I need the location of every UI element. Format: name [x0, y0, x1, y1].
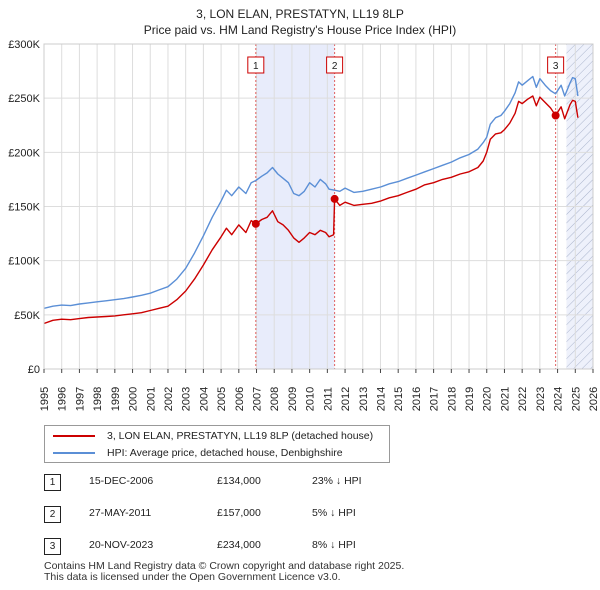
x-tick-label: 2014 — [375, 387, 387, 411]
sale-price: £234,000 — [217, 539, 261, 551]
x-tick-label: 2002 — [163, 387, 175, 411]
sale-point — [330, 194, 339, 203]
footer-line-2: This data is licensed under the Open Gov… — [44, 571, 341, 583]
x-tick-label: 2021 — [499, 387, 511, 411]
x-tick-label: 2004 — [198, 387, 210, 411]
x-tick-label: 1997 — [74, 387, 86, 411]
x-tick-label: 2008 — [269, 387, 281, 411]
sale-price: £134,000 — [217, 475, 261, 487]
sale-point — [251, 219, 260, 228]
x-tick-label: 2017 — [429, 387, 441, 411]
x-tick-label: 2019 — [464, 387, 476, 411]
price-chart: 1 2 3 £0 £50K £100K £150K £200K £250K £300K 1995 1… — [8, 39, 600, 411]
x-tick-label: 2013 — [358, 387, 370, 411]
x-tick-label: 2026 — [588, 387, 600, 411]
y-tick-label: £150K — [8, 202, 40, 214]
x-tick-label: 2018 — [446, 387, 458, 411]
sale-hpi-diff: 5% ↓ HPI — [312, 507, 356, 519]
y-tick-label: £50K — [14, 310, 40, 322]
series-line-hpi — [44, 75, 579, 309]
sale-hpi-diff: 23% ↓ HPI — [312, 475, 362, 487]
chart-legend: 3, LON ELAN, PRESTATYN, LL19 8LP (detach… — [44, 425, 390, 463]
x-tick-label: 2001 — [145, 387, 157, 411]
sale-date: 15-DEC-2006 — [89, 475, 154, 487]
sale-number: 2 — [44, 506, 61, 523]
y-tick-label: £0 — [28, 364, 40, 376]
x-tick-label: 1999 — [110, 387, 122, 411]
x-tick-label: 2005 — [216, 387, 228, 411]
plot-frame — [43, 43, 594, 370]
x-tick-label: 2012 — [340, 387, 352, 411]
legend-swatch-property — [53, 435, 95, 437]
chart-subtitle: Price paid vs. HM Land Registry's House … — [143, 23, 457, 37]
footer-attribution: Contains HM Land Registry data © Crown c… — [44, 561, 404, 583]
sales-table: 1 15-DEC-2006 £134,000 23% ↓ HPI 2 27-MA… — [44, 472, 564, 568]
x-tick-label: 2000 — [128, 387, 140, 411]
x-tick-label: 2025 — [570, 387, 582, 411]
sale-label-text: 3 — [553, 61, 559, 72]
x-tick-label: 1998 — [92, 387, 104, 411]
y-tick-label: £200K — [8, 147, 40, 159]
sale-label-text: 2 — [332, 61, 338, 72]
y-tick-label: £100K — [8, 256, 40, 268]
x-tick-label: 2007 — [252, 387, 264, 411]
sale-row: 2 27-MAY-2011 £157,000 5% ↓ HPI — [44, 504, 564, 536]
series-line-property — [44, 95, 579, 325]
x-tick-label: 2022 — [517, 387, 529, 411]
sale-label-box — [547, 56, 565, 74]
x-tick-label: 2009 — [287, 387, 299, 411]
legend-label-property: 3, LON ELAN, PRESTATYN, LL19 8LP (detach… — [107, 430, 374, 442]
x-tick-label: 1996 — [57, 387, 69, 411]
sale-date: 27-MAY-2011 — [89, 507, 152, 519]
x-tick-label: 2016 — [411, 387, 423, 411]
legend-swatch-hpi — [53, 452, 95, 454]
x-tick-label: 2003 — [181, 387, 193, 411]
sale-hpi-diff: 8% ↓ HPI — [312, 539, 356, 551]
x-tick-label: 2015 — [393, 387, 405, 411]
sale-label-box — [247, 56, 265, 74]
sale-label-box — [326, 56, 344, 74]
chart-title-block: 3, LON ELAN, PRESTATYN, LL19 8LP Price p… — [0, 6, 600, 38]
sale-label-text: 1 — [253, 61, 259, 72]
sale-point — [551, 111, 560, 120]
x-tick-label: 2023 — [535, 387, 547, 411]
x-tick-label: 2024 — [553, 387, 565, 411]
sale-number: 1 — [44, 474, 61, 491]
y-tick-label: £250K — [8, 93, 40, 105]
x-tick-label: 2010 — [305, 387, 317, 411]
legend-label-hpi: HPI: Average price, detached house, Denb… — [107, 447, 343, 459]
x-tick-label: 2020 — [482, 387, 494, 411]
sale-number: 3 — [44, 538, 61, 555]
x-tick-label: 1995 — [39, 387, 51, 411]
footer-line-1: Contains HM Land Registry data © Crown c… — [44, 560, 405, 572]
sale-date: 20-NOV-2023 — [89, 539, 154, 551]
sale-price: £157,000 — [217, 507, 261, 519]
chart-title: 3, LON ELAN, PRESTATYN, LL19 8LP — [196, 7, 404, 21]
x-tick-label: 2011 — [322, 387, 334, 411]
x-tick-label: 2006 — [234, 387, 246, 411]
y-tick-label: £300K — [8, 39, 40, 51]
sale-row: 1 15-DEC-2006 £134,000 23% ↓ HPI — [44, 472, 564, 504]
sale-row: 3 20-NOV-2023 £234,000 8% ↓ HPI — [44, 536, 564, 568]
